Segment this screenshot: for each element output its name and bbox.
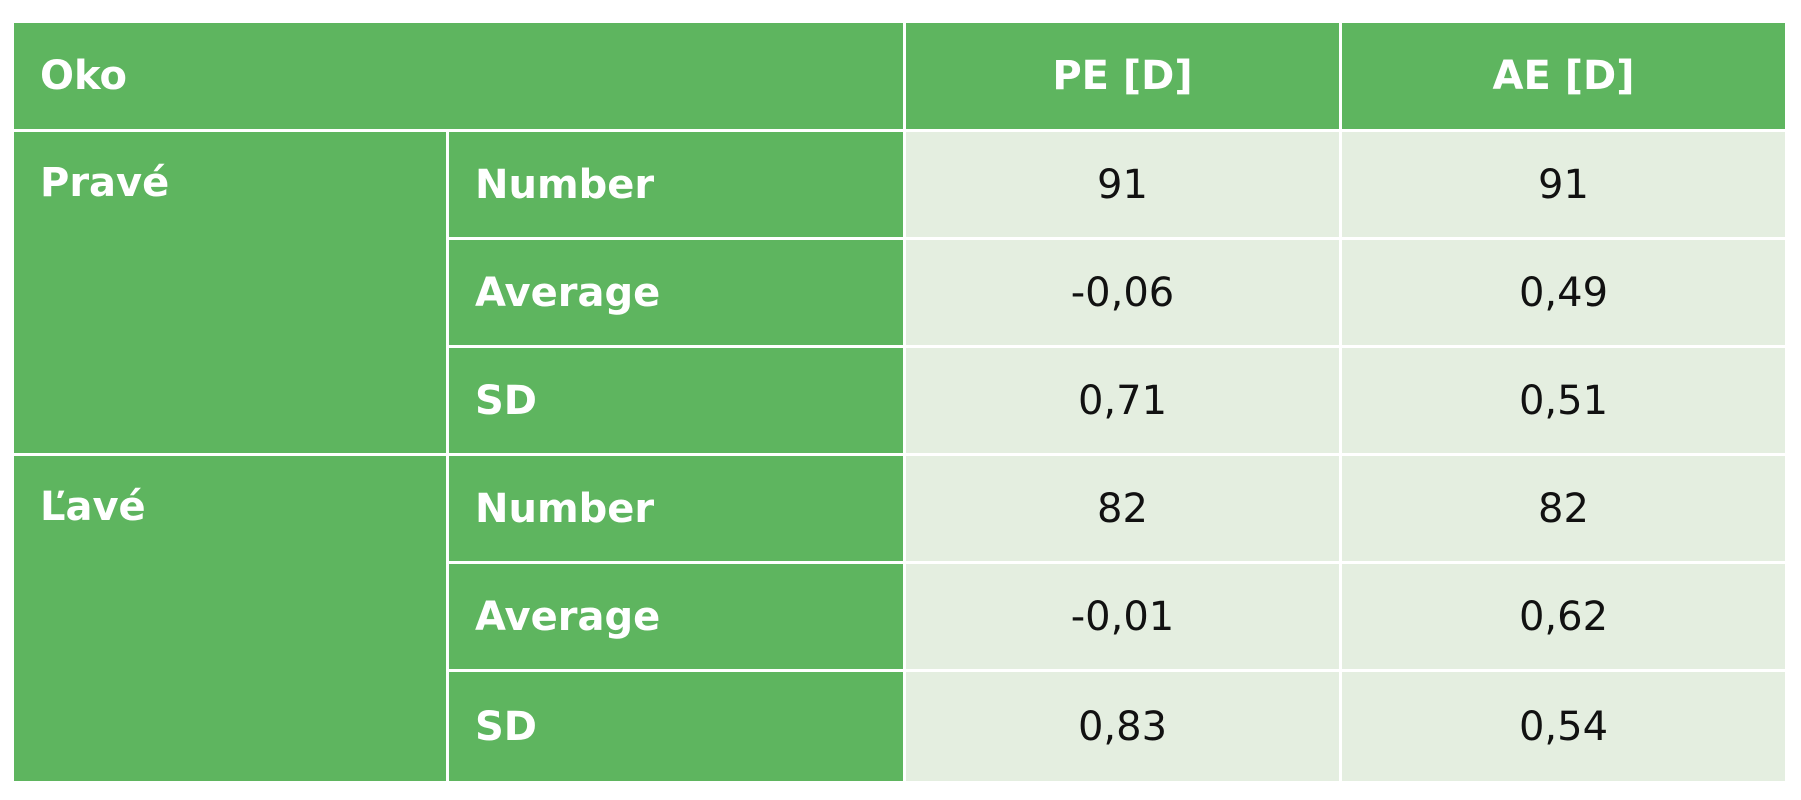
value-cell: 0,51 xyxy=(1342,348,1785,453)
group-label: Pravé xyxy=(14,132,446,453)
header-cell: Oko xyxy=(14,23,903,129)
stat-label: Number xyxy=(449,132,903,237)
value-cell: 0,54 xyxy=(1342,672,1785,781)
group-label: Ľavé xyxy=(14,456,446,781)
value-cell: 82 xyxy=(1342,456,1785,561)
stat-label: SD xyxy=(449,348,903,453)
value-cell: 91 xyxy=(906,132,1339,237)
stat-label: Number xyxy=(449,456,903,561)
value-cell: -0,01 xyxy=(906,564,1339,669)
value-cell: 0,49 xyxy=(1342,240,1785,345)
stat-label: Average xyxy=(449,240,903,345)
value-cell: 91 xyxy=(1342,132,1785,237)
header-cell: AE [D] xyxy=(1342,23,1785,129)
stat-label: Average xyxy=(449,564,903,669)
stat-label: SD xyxy=(449,672,903,781)
header-cell: PE [D] xyxy=(906,23,1339,129)
value-cell: 82 xyxy=(906,456,1339,561)
value-cell: -0,06 xyxy=(906,240,1339,345)
value-cell: 0,71 xyxy=(906,348,1339,453)
value-cell: 0,83 xyxy=(906,672,1339,781)
value-cell: 0,62 xyxy=(1342,564,1785,669)
